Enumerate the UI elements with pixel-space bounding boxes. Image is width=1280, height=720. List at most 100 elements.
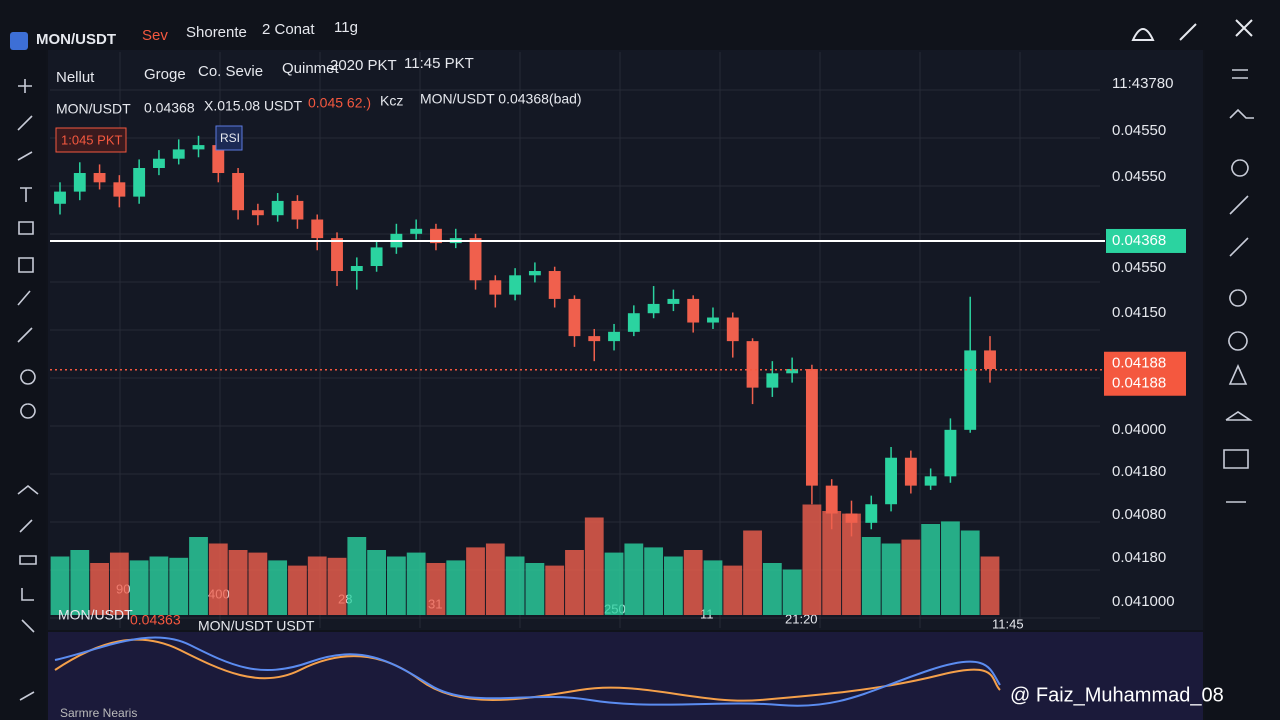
volume-bar [446,560,466,615]
toolbar-item[interactable]: Quinmet [282,60,340,77]
volume-bar [624,543,644,615]
candle-body [805,369,818,486]
candle-body [865,504,878,523]
price-axis-label: 0.04080 [1112,506,1166,523]
price-axis-label: 0.04550 [1112,259,1166,276]
candle-body [93,173,106,183]
rsi-badge [215,125,243,151]
time-badge-label: 1:045 PKT [61,132,122,147]
volume-bar [50,556,70,615]
time-badge [55,127,127,153]
oscillator-pane [48,632,1203,720]
price-axis-label: 0.04150 [1112,304,1166,321]
candle-body [667,298,680,304]
candle-body [786,369,799,374]
volume-bar [189,537,208,615]
price-axis-label: 0.04180 [1112,463,1166,480]
candle-body [904,457,917,486]
legend-symbol: MON/USDT [56,101,131,117]
last-price-label: 0.04188 [1112,355,1166,372]
menu-item[interactable]: Sev [142,27,168,44]
volume-bar [941,521,960,615]
volume-bar [248,552,268,615]
volume-bar [347,537,367,615]
volume-bar [466,547,485,615]
candle-body [192,145,205,150]
candle-body [251,210,264,216]
candle-body [687,298,700,323]
candle-body [568,298,581,337]
toolbar-item[interactable]: 2020 PKT [330,57,397,74]
volume-bar [584,517,604,615]
price-axis-label: 11:43780 [1112,75,1173,92]
volume-bar [604,552,624,615]
panel-caption: Sarmre Nearis [60,706,137,720]
volume-bar [109,552,129,615]
menu-item[interactable]: 11g [334,19,358,36]
volume-bar [881,543,901,615]
legend-overlay: MON/USDT 0.04368(bad) [420,91,582,107]
last-price-label: 0.04188 [1112,375,1166,392]
price-axis-label: 0.04000 [1112,421,1166,438]
candle-body [113,182,126,197]
legend-change: 0.045 62.) [308,95,371,111]
volume-bar [288,565,307,615]
candle-body [726,317,739,342]
candle-body [608,331,620,342]
tool-icons[interactable] [17,69,1254,701]
volume-bar [565,550,584,615]
legend-price: 0.04368 [144,100,195,116]
volume-bar [406,552,426,615]
volume-bar [703,560,723,615]
rsi-badge-label[interactable]: RSI [220,131,240,145]
candle-body [311,219,324,239]
candle-body [509,275,522,295]
legend-tag: Kcz [380,93,403,109]
candle-body [588,336,601,342]
candle-body [212,145,225,174]
time-axis-label: 21:20 [785,611,818,626]
watermark: @ Faiz_Muhammad_08 [1010,684,1224,706]
symbol[interactable]: MON/USDT [36,31,116,48]
panel-price: 0.04363 [130,612,181,628]
logo [10,32,28,50]
chart: 11:43780 0.04550 0.04550 0.04550 0.04150 0.04… [50,52,1186,631]
volume-bar [782,569,802,615]
menu-item[interactable]: Shorente [186,24,247,41]
volume-bar [525,563,545,615]
volume-bar [386,556,406,615]
volume-bar [664,556,683,615]
candle-body [707,317,719,323]
panel-overlay: MON/USDT USDT [198,618,315,634]
candle-body [133,168,146,197]
candle-body [172,149,185,159]
candle-body [54,191,66,204]
volume-bar [960,530,980,615]
volume-bar [842,513,861,615]
level-tag-label: 0.04368 [1112,232,1166,249]
volume-bar [802,504,822,615]
toolbar-item[interactable]: Nellut [56,69,95,86]
candle-body [647,303,660,314]
candle-body [489,280,502,295]
window-icons[interactable] [1131,19,1253,41]
right-toolbar [1205,50,1280,720]
volume-bar [762,563,782,615]
volume-bar [70,550,90,615]
volume-bar [90,563,109,615]
volume-bar [861,537,881,615]
candle-body [271,200,284,216]
volume-bar [723,565,743,615]
candle-body [469,238,482,281]
volume-bar [426,563,446,615]
toolbar-item[interactable]: 11:45 PKT [404,55,474,72]
candle-body [766,373,779,388]
candle-body [291,200,304,220]
panel-symbol: MON/USDT [58,607,133,623]
price-axis-label: 0.04550 [1112,122,1166,139]
toolbar-item[interactable]: Co. Sevie [198,63,263,80]
candle-body [964,350,977,430]
toolbar-item[interactable]: Groge [144,66,186,83]
menu-item[interactable]: 2 Conat [262,21,315,38]
